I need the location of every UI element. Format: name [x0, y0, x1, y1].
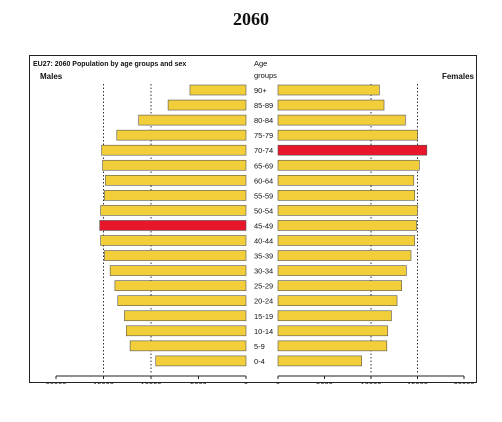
bar-females-55-59: [277, 190, 416, 201]
bar-females-30-34: [277, 265, 407, 276]
category-label-90+: 90+: [254, 86, 267, 95]
category-label-15-19: 15-19: [254, 312, 273, 321]
x-tick-label-left-0: 0: [244, 381, 248, 384]
x-tick-label-right-20000: 20000: [454, 381, 475, 384]
legend-males: Males: [40, 72, 63, 81]
bar-males-40-44: [100, 235, 247, 246]
bar-males-55-59: [104, 190, 247, 201]
bar-males-80-84: [138, 114, 247, 126]
chart-title: EU27: 2060 Population by age groups and …: [33, 61, 186, 68]
x-tick-label-right-0: 0: [276, 381, 280, 384]
category-label-65-69: 65-69: [254, 161, 273, 170]
x-tick-label-left-5000: 5000: [190, 381, 207, 384]
category-label-20-24: 20-24: [254, 297, 273, 306]
bar-males-20-24: [117, 295, 247, 306]
bar-females-15-19: [277, 310, 392, 322]
category-label-45-49: 45-49: [254, 221, 273, 230]
bar-females-90+: [277, 84, 380, 96]
bar-males-35-39: [104, 250, 247, 261]
category-label-85-89: 85-89: [254, 101, 273, 110]
category-label-30-34: 30-34: [254, 267, 273, 276]
category-label-5-9: 5-9: [254, 342, 265, 351]
category-label-25-29: 25-29: [254, 282, 273, 291]
bar-females-35-39: [277, 250, 412, 261]
page-title: 2060: [233, 9, 269, 29]
bar-males-45-49: [99, 220, 247, 231]
bar-females-70-74: [277, 144, 428, 156]
category-label-0-4: 0-4: [254, 357, 265, 366]
bar-females-5-9: [277, 340, 388, 352]
bar-males-50-54: [100, 205, 247, 216]
bar-males-75-79: [116, 129, 247, 141]
bar-females-80-84: [277, 114, 406, 126]
bar-males-5-9: [129, 340, 247, 352]
bar-males-70-74: [101, 144, 247, 156]
bar-females-10-14: [277, 325, 389, 337]
bar-males-0-4: [155, 355, 247, 367]
bar-females-20-24: [277, 295, 398, 306]
category-label-35-39: 35-39: [254, 252, 273, 261]
bar-females-60-64: [277, 175, 415, 186]
x-tick-label-left-10000: 10000: [141, 381, 162, 384]
category-label-75-79: 75-79: [254, 131, 273, 140]
bar-females-40-44: [277, 235, 416, 246]
bar-females-45-49: [277, 220, 417, 231]
bar-females-50-54: [277, 205, 418, 216]
bar-males-10-14: [126, 325, 247, 337]
bar-females-85-89: [277, 99, 385, 111]
bar-males-15-19: [124, 310, 247, 322]
legend-females: Females: [442, 72, 475, 81]
bar-males-60-64: [105, 175, 247, 186]
bar-females-25-29: [277, 280, 402, 291]
bar-males-65-69: [102, 159, 247, 171]
category-label-40-44: 40-44: [254, 237, 273, 246]
category-label-10-14: 10-14: [254, 327, 273, 336]
category-label-70-74: 70-74: [254, 146, 273, 155]
x-tick-label-left-20000: 20000: [46, 381, 67, 384]
center-axis-label-line1: Age: [254, 59, 267, 68]
x-tick-label-right-10000: 10000: [361, 381, 382, 384]
bar-males-85-89: [167, 99, 247, 111]
bar-males-90+: [189, 84, 247, 96]
bar-males-30-34: [109, 265, 247, 276]
category-label-55-59: 55-59: [254, 191, 273, 200]
x-tick-label-right-15000: 15000: [407, 381, 428, 384]
category-label-80-84: 80-84: [254, 116, 273, 125]
category-label-50-54: 50-54: [254, 206, 273, 215]
center-axis-label-line2: groups: [254, 71, 277, 80]
chart-frame: EU27: 2060 Population by age groups and …: [29, 55, 477, 384]
population-pyramid-chart: EU27: 2060 Population by age groups and …: [33, 59, 475, 384]
bar-females-75-79: [277, 129, 418, 141]
bar-males-25-29: [114, 280, 247, 291]
category-label-60-64: 60-64: [254, 176, 273, 185]
x-tick-label-left-15000: 15000: [93, 381, 114, 384]
bar-females-65-69: [277, 159, 420, 171]
bar-females-0-4: [277, 355, 362, 367]
x-tick-label-right-5000: 5000: [316, 381, 333, 384]
